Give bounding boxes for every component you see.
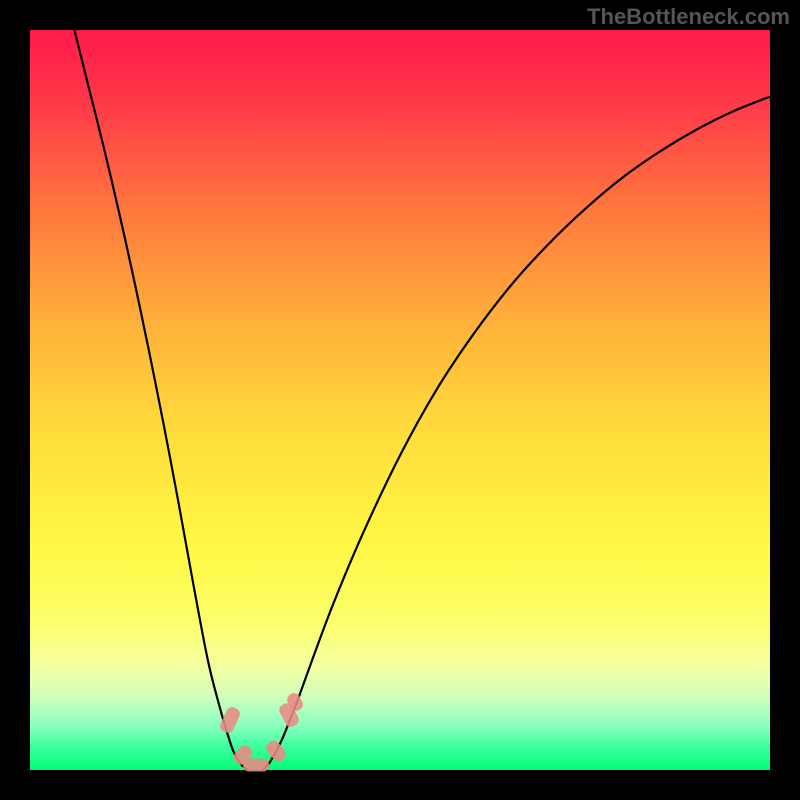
marker-2 [243,758,269,771]
chart-container: TheBottleneck.com [0,0,800,800]
plot-area [30,30,770,770]
marker-0 [218,705,242,734]
marker-3 [264,738,289,764]
markers-layer [30,30,770,770]
watermark-text: TheBottleneck.com [587,4,790,30]
